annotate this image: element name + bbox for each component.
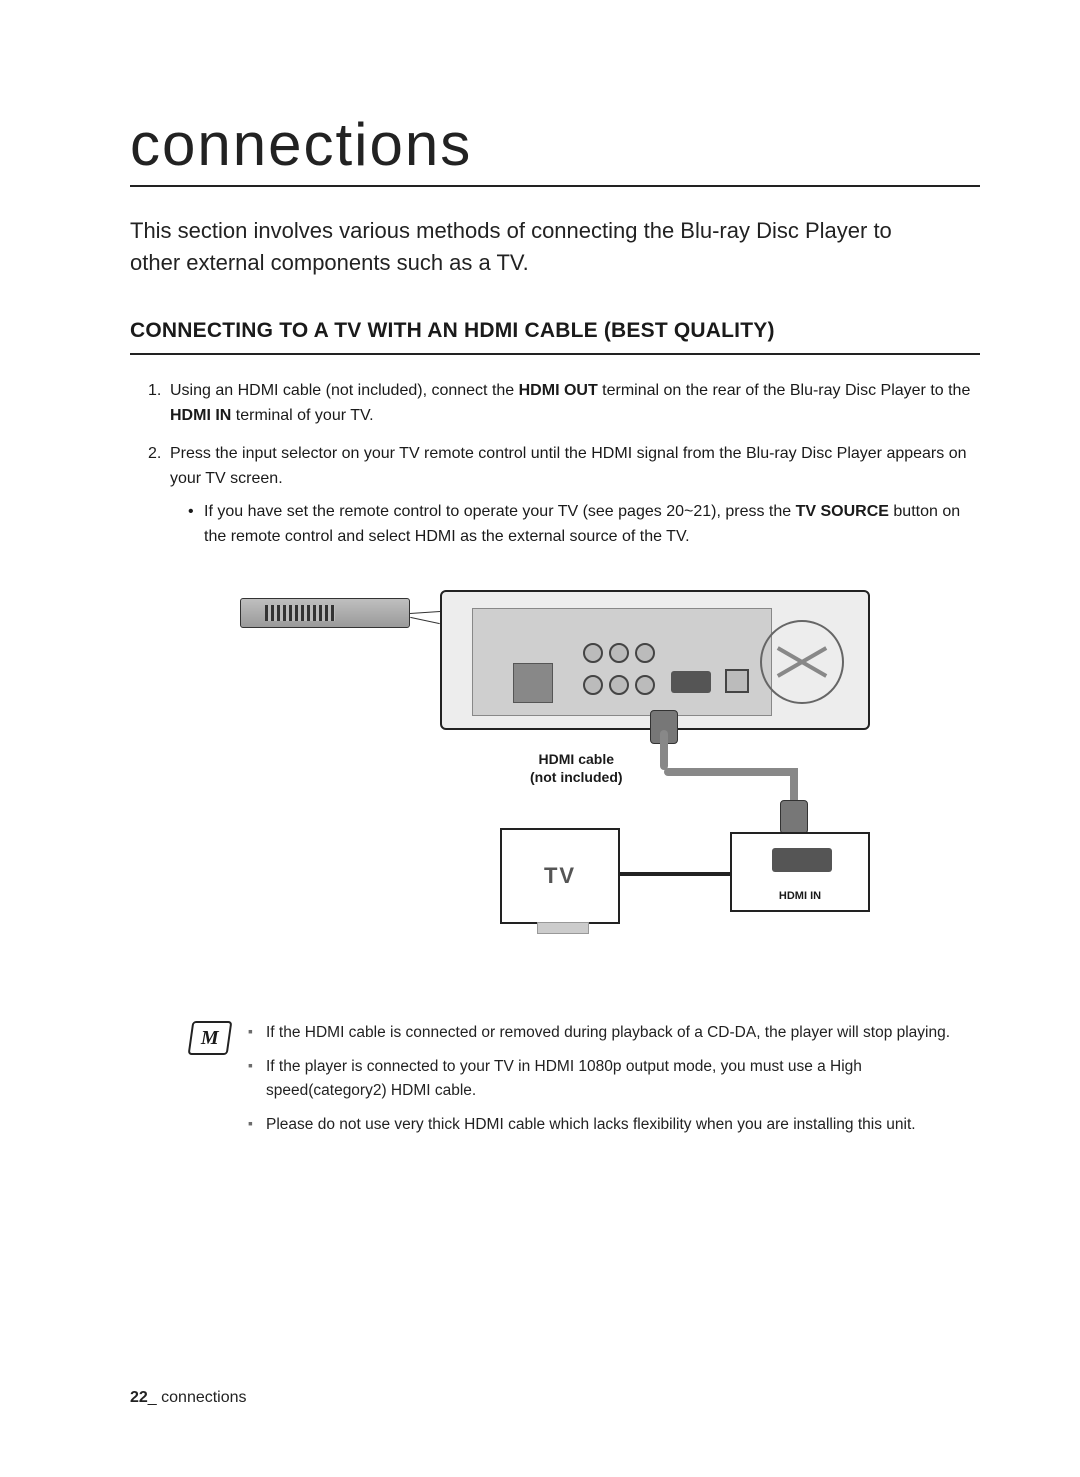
step-1-hdmi-in: HDMI IN [170, 407, 231, 424]
cable-label-line1: HDMI cable [530, 750, 623, 768]
av-port [635, 675, 655, 695]
chapter-title: connections [130, 110, 980, 187]
step-1: Using an HDMI cable (not included), conn… [148, 379, 980, 429]
hdmi-in-panel: HDMI IN [730, 832, 870, 912]
note-item: If the player is connected to your TV in… [248, 1055, 970, 1103]
notes-list: If the HDMI cable is connected or remove… [248, 1021, 970, 1147]
steps-list: Using an HDMI cable (not included), conn… [148, 379, 980, 550]
step-2-sub: If you have set the remote control to op… [188, 500, 980, 550]
player-top-view [240, 598, 410, 628]
lan-port [513, 663, 553, 703]
page-footer: 22_ connections [130, 1389, 247, 1407]
player-rear-panel [440, 590, 870, 730]
note-icon: M [188, 1021, 233, 1055]
footer-separator: _ [148, 1389, 161, 1406]
optical-port [725, 669, 749, 693]
rear-ports-group [472, 608, 772, 716]
component-port [583, 643, 603, 663]
component-port [635, 643, 655, 663]
notes-block: M If the HDMI cable is connected or remo… [190, 1021, 970, 1147]
tv-graphic: TV [500, 828, 620, 924]
tv-label: TV [544, 863, 576, 889]
leader-line [410, 616, 440, 623]
note-item: Please do not use very thick HDMI cable … [248, 1113, 970, 1137]
tv-connection-line [620, 872, 730, 876]
step-1-hdmi-out: HDMI OUT [519, 382, 598, 399]
cable-label: HDMI cable (not included) [530, 750, 623, 786]
section-heading: CONNECTING TO A TV WITH AN HDMI CABLE (B… [130, 319, 980, 355]
chapter-intro: This section involves various methods of… [130, 215, 930, 279]
step-2-sublist: If you have set the remote control to op… [188, 500, 980, 550]
cable-label-line2: (not included) [530, 768, 623, 786]
av-port [583, 675, 603, 695]
hdmi-cable [664, 768, 794, 776]
component-port [609, 643, 629, 663]
step-2-text: Press the input selector on your TV remo… [170, 445, 967, 487]
step-2: Press the input selector on your TV remo… [148, 442, 980, 549]
connection-diagram: HDMI cable (not included) HDMI IN TV [240, 590, 870, 965]
fan-vent [760, 620, 844, 704]
leader-line [410, 611, 440, 614]
footer-label: connections [161, 1389, 246, 1406]
note-item: If the HDMI cable is connected or remove… [248, 1021, 970, 1045]
step-1-text-e: terminal of your TV. [231, 407, 373, 424]
av-port [609, 675, 629, 695]
hdmi-in-port [772, 848, 832, 872]
step-1-text-c: terminal on the rear of the Blu-ray Disc… [598, 382, 971, 399]
step-2-sub-a: If you have set the remote control to op… [204, 503, 796, 520]
hdmi-in-label: HDMI IN [732, 890, 868, 902]
hdmi-out-port [671, 671, 711, 693]
step-2-tv-source: TV SOURCE [796, 503, 889, 520]
page-number: 22 [130, 1389, 148, 1406]
step-1-text-a: Using an HDMI cable (not included), conn… [170, 382, 519, 399]
hdmi-plug [780, 800, 808, 834]
hdmi-cable [660, 730, 668, 770]
